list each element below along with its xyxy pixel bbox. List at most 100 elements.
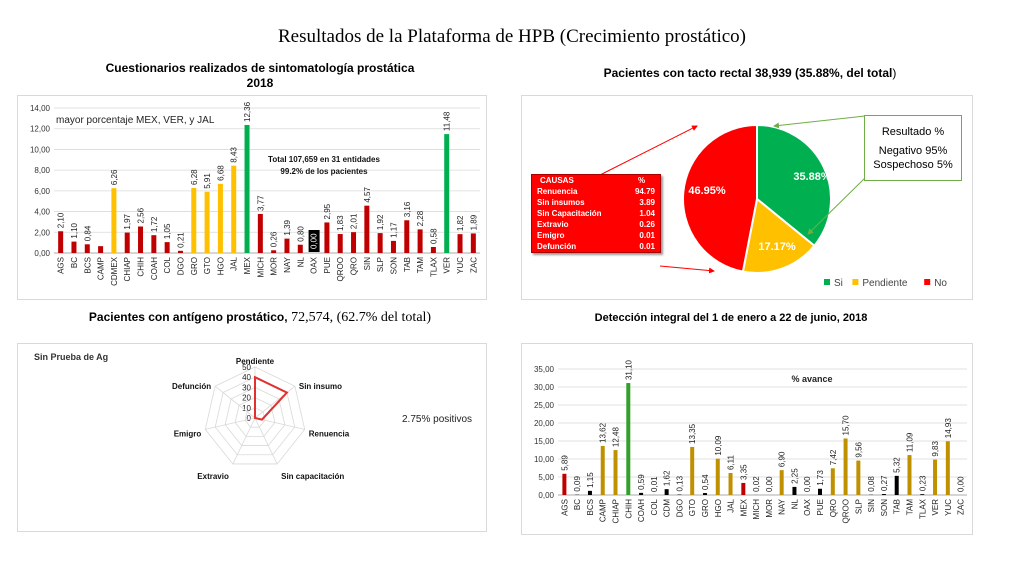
x-tick-label: TLAX [429,256,438,277]
bar [151,235,157,253]
resultado-callout: Resultado % Negativo 95% Sospechoso 5% [864,115,962,181]
data-label: 0,27 [880,475,889,491]
radar-tick-label: 30 [242,383,251,392]
bar [664,489,669,495]
bar [457,234,463,253]
bar [613,450,618,495]
radar-spoke [205,417,256,430]
slice-label: 35.88% [793,171,831,183]
y-tick-label: 2,00 [34,228,50,237]
x-tick-label: COL [163,256,172,273]
data-label: 1,17 [389,222,398,238]
data-label: 14,93 [944,418,953,439]
data-label: 12,48 [612,427,621,448]
x-tick-label: DGO [675,499,684,517]
x-tick-label: OAX [310,256,319,274]
x-tick-label: AGS [57,257,66,274]
data-label: 0,54 [701,474,710,490]
x-tick-label: YUC [944,499,953,516]
data-label: 15,70 [842,415,851,436]
x-tick-label: TAB [403,257,412,272]
x-tick-label: JAL [230,256,239,270]
bar [626,383,631,495]
data-label: 8,43 [230,147,239,163]
causas-header-percent: % [638,176,646,185]
data-label: 4,57 [363,187,372,203]
causas-header-label: CAUSAS [540,176,574,185]
panel3-title-normal: 72,574, (62.7% del total) [287,310,432,325]
detection-bar-chart: 0,00 5,00 10,00 15,00 20,00 25,00 30,00 35,00 5,… [534,359,967,523]
x-tick-label: GRO [701,499,710,517]
data-label: 2,10 [57,212,66,228]
data-label: 6,90 [778,451,787,467]
data-label: 13,35 [688,423,697,444]
data-label: 0,08 [867,476,876,492]
panel2-title-main: Pacientes con tacto rectal 38,939 (35.88… [603,66,893,80]
data-label: 0,84 [83,225,92,241]
x-tick-label: VER [443,257,452,274]
radar-tick-label: 40 [242,373,251,382]
bar [284,238,290,253]
data-label: 7,42 [829,449,838,465]
resultado-sospechoso: Sospechoso 5% [873,159,953,171]
causas-row: Defunción 0.01 [532,241,660,252]
data-label: 0,01 [650,476,659,492]
data-label: 5,91 [203,173,212,189]
y-tick-label: 8,00 [34,166,50,175]
bar [933,459,938,495]
legend-label: No [934,278,947,289]
x-tick-label: NAY [778,498,787,515]
bar [98,246,104,253]
bar [920,494,925,495]
x-tick-label: SLP [854,499,863,514]
resultado-arrow-top [773,115,866,129]
x-tick-label: COAH [150,257,159,280]
causas-label: Renuencia [537,187,578,196]
data-label: 3,16 [403,201,412,217]
x-tick-label: CHIH [624,499,633,519]
x-tick-label: JAL [727,498,736,512]
detection-chart-box: 0,00 5,00 10,00 15,00 20,00 25,00 30,00 35,00 5,… [521,343,973,535]
radar-grid-ring [244,407,266,428]
causas-label: Defunción [537,242,577,251]
data-label: 10,09 [714,435,723,456]
causas-label: Emigro [537,231,565,240]
legend-swatch [824,279,830,285]
page-title: Resultados de la Plataforma de HPB (Crec… [277,26,747,47]
total-text-line1: Total 107,659 en 31 entidades [268,155,380,164]
x-tick-label: MICH [256,257,265,278]
x-tick-label: SON [389,257,398,275]
x-tick-label: CAMP [97,257,106,280]
x-tick-label: QRO [350,257,359,275]
data-label: 0,58 [429,228,438,244]
bar [830,468,835,495]
radar-spoke [254,385,296,419]
causas-row: Emigro 0.01 [532,230,660,241]
x-tick-label: HGO [216,257,225,275]
pie-slice [682,123,758,273]
bar [818,488,823,495]
x-tick-label: PUE [323,257,332,273]
x-tick-label: QROO [336,257,345,281]
bar [728,473,733,495]
x-tick-label: CHIAP [123,257,132,281]
x-tick-label: NL [790,498,799,509]
radar-spoke [254,417,305,430]
data-label: 9,56 [854,441,863,457]
data-label: 11,48 [443,111,452,131]
legend-label: % avance [791,374,832,384]
data-label: 1,15 [586,472,595,488]
data-label: 0,00 [803,476,812,492]
x-tick-label: OAX [803,498,812,516]
bar [84,244,90,253]
y-tick-label: 12,00 [30,125,51,134]
resultado-negativo: Negativo 95% [878,145,948,157]
radar-tick-label: 10 [242,404,251,413]
x-tick-label: TAB [893,499,902,514]
bar [364,205,370,253]
bar [58,231,64,253]
data-label: 0,59 [637,474,646,490]
slice-label: 46.95% [688,185,726,197]
y-tick-label: 6,00 [34,187,50,196]
data-label: 2,95 [323,203,332,219]
